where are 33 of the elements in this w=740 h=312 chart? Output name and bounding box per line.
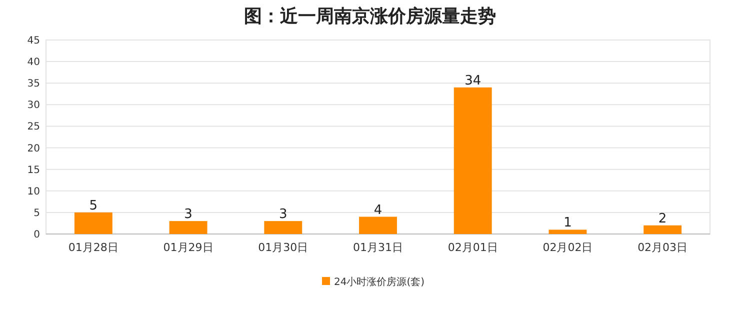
- data-label: 5: [89, 198, 98, 214]
- data-label: 3: [184, 207, 192, 222]
- bar: [169, 221, 208, 234]
- y-tick-label: 30: [27, 100, 40, 112]
- bar: [548, 230, 587, 234]
- x-tick-label: 01月29日: [163, 241, 214, 254]
- y-tick-label: 25: [27, 122, 40, 133]
- data-label: 1: [564, 216, 572, 231]
- y-tick-label: 5: [34, 208, 40, 219]
- x-tick-label: 01月28日: [68, 241, 118, 254]
- y-tick-label: 0: [34, 230, 40, 240]
- x-tick-label: 02月01日: [448, 241, 498, 254]
- y-tick-label: 45: [27, 36, 40, 46]
- x-tick-label: 02月03日: [638, 241, 688, 254]
- bar: [644, 225, 682, 234]
- data-label: 3: [279, 207, 288, 222]
- x-tick-label: 01月30日: [258, 241, 308, 254]
- data-label: 4: [374, 202, 382, 218]
- bar: [359, 216, 397, 234]
- data-label: 2: [658, 211, 667, 226]
- y-tick-label: 40: [27, 57, 40, 68]
- y-tick-label: 15: [27, 164, 40, 176]
- x-tick-label: 02月02日: [542, 241, 593, 254]
- legend-label: 24小时涨价房源(套): [334, 276, 425, 288]
- y-tick-label: 35: [27, 78, 40, 90]
- x-tick-label: 01月31日: [353, 241, 403, 254]
- y-tick-label: 20: [27, 143, 40, 154]
- bar: [454, 87, 492, 234]
- bar: [264, 221, 302, 234]
- y-tick-label: 10: [27, 186, 40, 198]
- chart-title: 图：近一周南京涨价房源量走势: [244, 6, 496, 27]
- bar: [74, 212, 112, 234]
- data-label: 34: [464, 73, 482, 88]
